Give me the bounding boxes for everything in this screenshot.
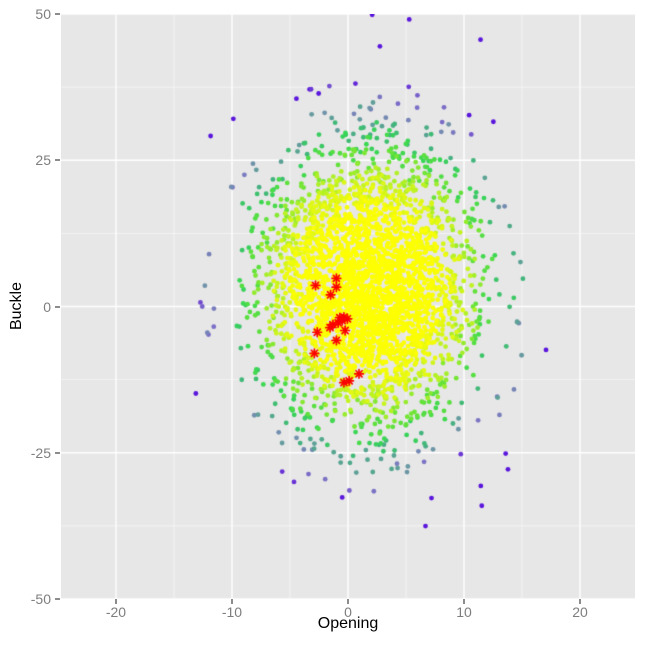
x-tick-label: -10 <box>221 604 243 620</box>
x-tick-mark <box>230 599 233 604</box>
y-tick-label: -50 <box>30 591 51 607</box>
y-tick-mark <box>55 13 60 15</box>
x-tick-mark <box>114 599 117 604</box>
x-tick-label: 10 <box>456 604 472 620</box>
y-tick-mark <box>55 451 60 454</box>
x-tick-label: 20 <box>572 604 588 620</box>
x-tick-label: -20 <box>105 604 127 620</box>
x-tick-mark <box>579 599 581 604</box>
x-tick-mark <box>347 599 349 604</box>
y-tick-mark <box>55 305 60 308</box>
x-axis-title: Opening <box>317 615 379 632</box>
y-tick-mark <box>55 159 60 162</box>
y-axis-title: Buckle <box>8 281 25 331</box>
y-tick-mark <box>55 598 60 600</box>
y-tick-label: 0 <box>43 298 51 315</box>
y-tick-label: -25 <box>30 444 51 461</box>
plot-panel-canvas <box>61 14 635 599</box>
x-tick-mark <box>463 599 465 604</box>
y-tick-label: 25 <box>35 152 51 169</box>
x-tick-label: 0 <box>344 604 352 620</box>
y-tick-label: 50 <box>35 6 51 22</box>
